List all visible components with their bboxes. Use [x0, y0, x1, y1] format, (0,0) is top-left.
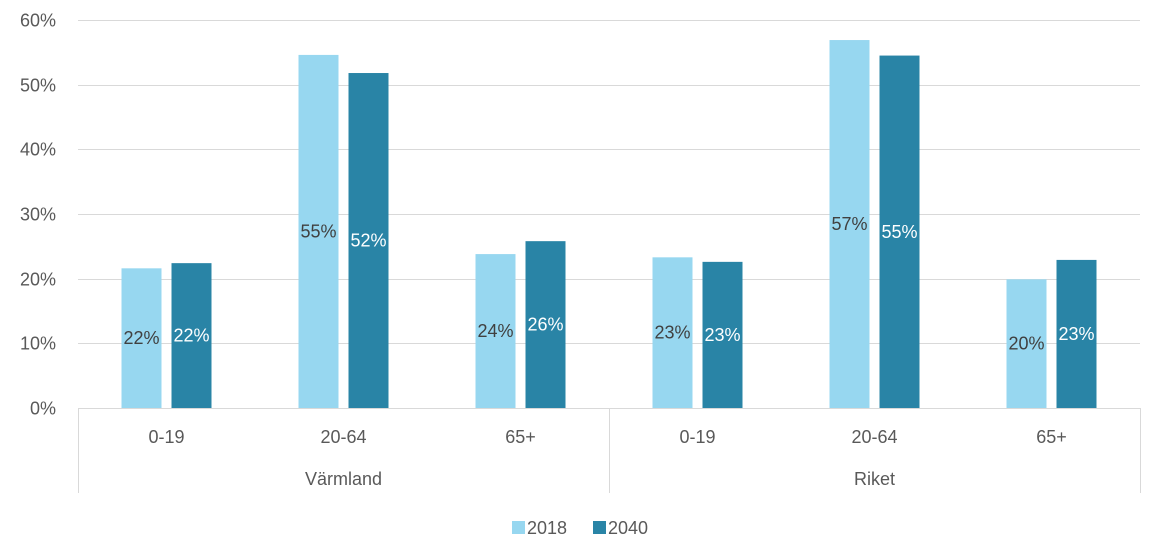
bar-2018 [298, 54, 339, 409]
bar-2040 [525, 241, 566, 408]
x-category-label: 0-19 [679, 427, 715, 447]
data-label: 23% [704, 325, 740, 345]
gridlines [78, 20, 1140, 344]
legend-label-2040: 2040 [608, 518, 648, 538]
data-label: 23% [654, 323, 690, 343]
y-tick-label: 40% [20, 140, 56, 160]
x-group-label: Värmland [305, 469, 382, 489]
bar-2018 [475, 254, 516, 408]
y-axis-ticks: 0% 10% 20% 30% 40% 50% 60% [20, 11, 56, 419]
y-tick-label: 0% [30, 399, 56, 419]
data-label: 52% [350, 231, 386, 251]
data-labels: 22% 22% 55% 52% 24% 26% 23% 23% 57% 55% 20% 23% [123, 214, 1094, 354]
legend-swatch-2040 [593, 521, 606, 534]
y-tick-label: 60% [20, 11, 56, 31]
y-tick-label: 30% [20, 205, 56, 225]
data-label: 22% [123, 328, 159, 348]
data-label: 55% [300, 221, 336, 241]
data-label: 26% [527, 315, 563, 335]
legend-swatch-2018 [512, 521, 525, 534]
data-label: 57% [831, 214, 867, 234]
bar-2018 [829, 40, 870, 409]
x-category-label: 65+ [505, 427, 536, 447]
y-tick-label: 10% [20, 334, 56, 354]
bar-2040 [348, 73, 389, 408]
x-category-label: 20-64 [320, 427, 366, 447]
legend-label-2018: 2018 [527, 518, 567, 538]
bar-2040 [171, 263, 212, 408]
data-label: 23% [1058, 324, 1094, 344]
bar-2040 [879, 55, 920, 409]
bar-2040 [702, 261, 743, 408]
data-label: 24% [477, 321, 513, 341]
x-category-label: 0-19 [148, 427, 184, 447]
bars [121, 40, 1097, 409]
y-tick-label: 50% [20, 76, 56, 96]
bar-2018 [1006, 279, 1047, 408]
data-label: 20% [1008, 334, 1044, 354]
bar-2018 [121, 268, 162, 408]
data-label: 55% [881, 222, 917, 242]
data-label: 22% [173, 326, 209, 346]
x-category-label: 20-64 [851, 427, 897, 447]
bar-2018 [652, 257, 693, 408]
x-group-label: Riket [854, 469, 895, 489]
bar-2040 [1056, 259, 1097, 408]
x-category-label: 65+ [1036, 427, 1067, 447]
legend: 2018 2040 [512, 518, 648, 538]
y-tick-label: 20% [20, 270, 56, 290]
x-axis: 0-19 20-64 65+ Värmland 0-19 20-64 65+ Riket [78, 408, 1141, 493]
